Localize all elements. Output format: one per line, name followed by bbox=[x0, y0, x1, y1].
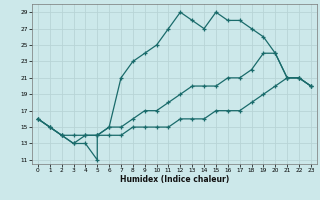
X-axis label: Humidex (Indice chaleur): Humidex (Indice chaleur) bbox=[120, 175, 229, 184]
